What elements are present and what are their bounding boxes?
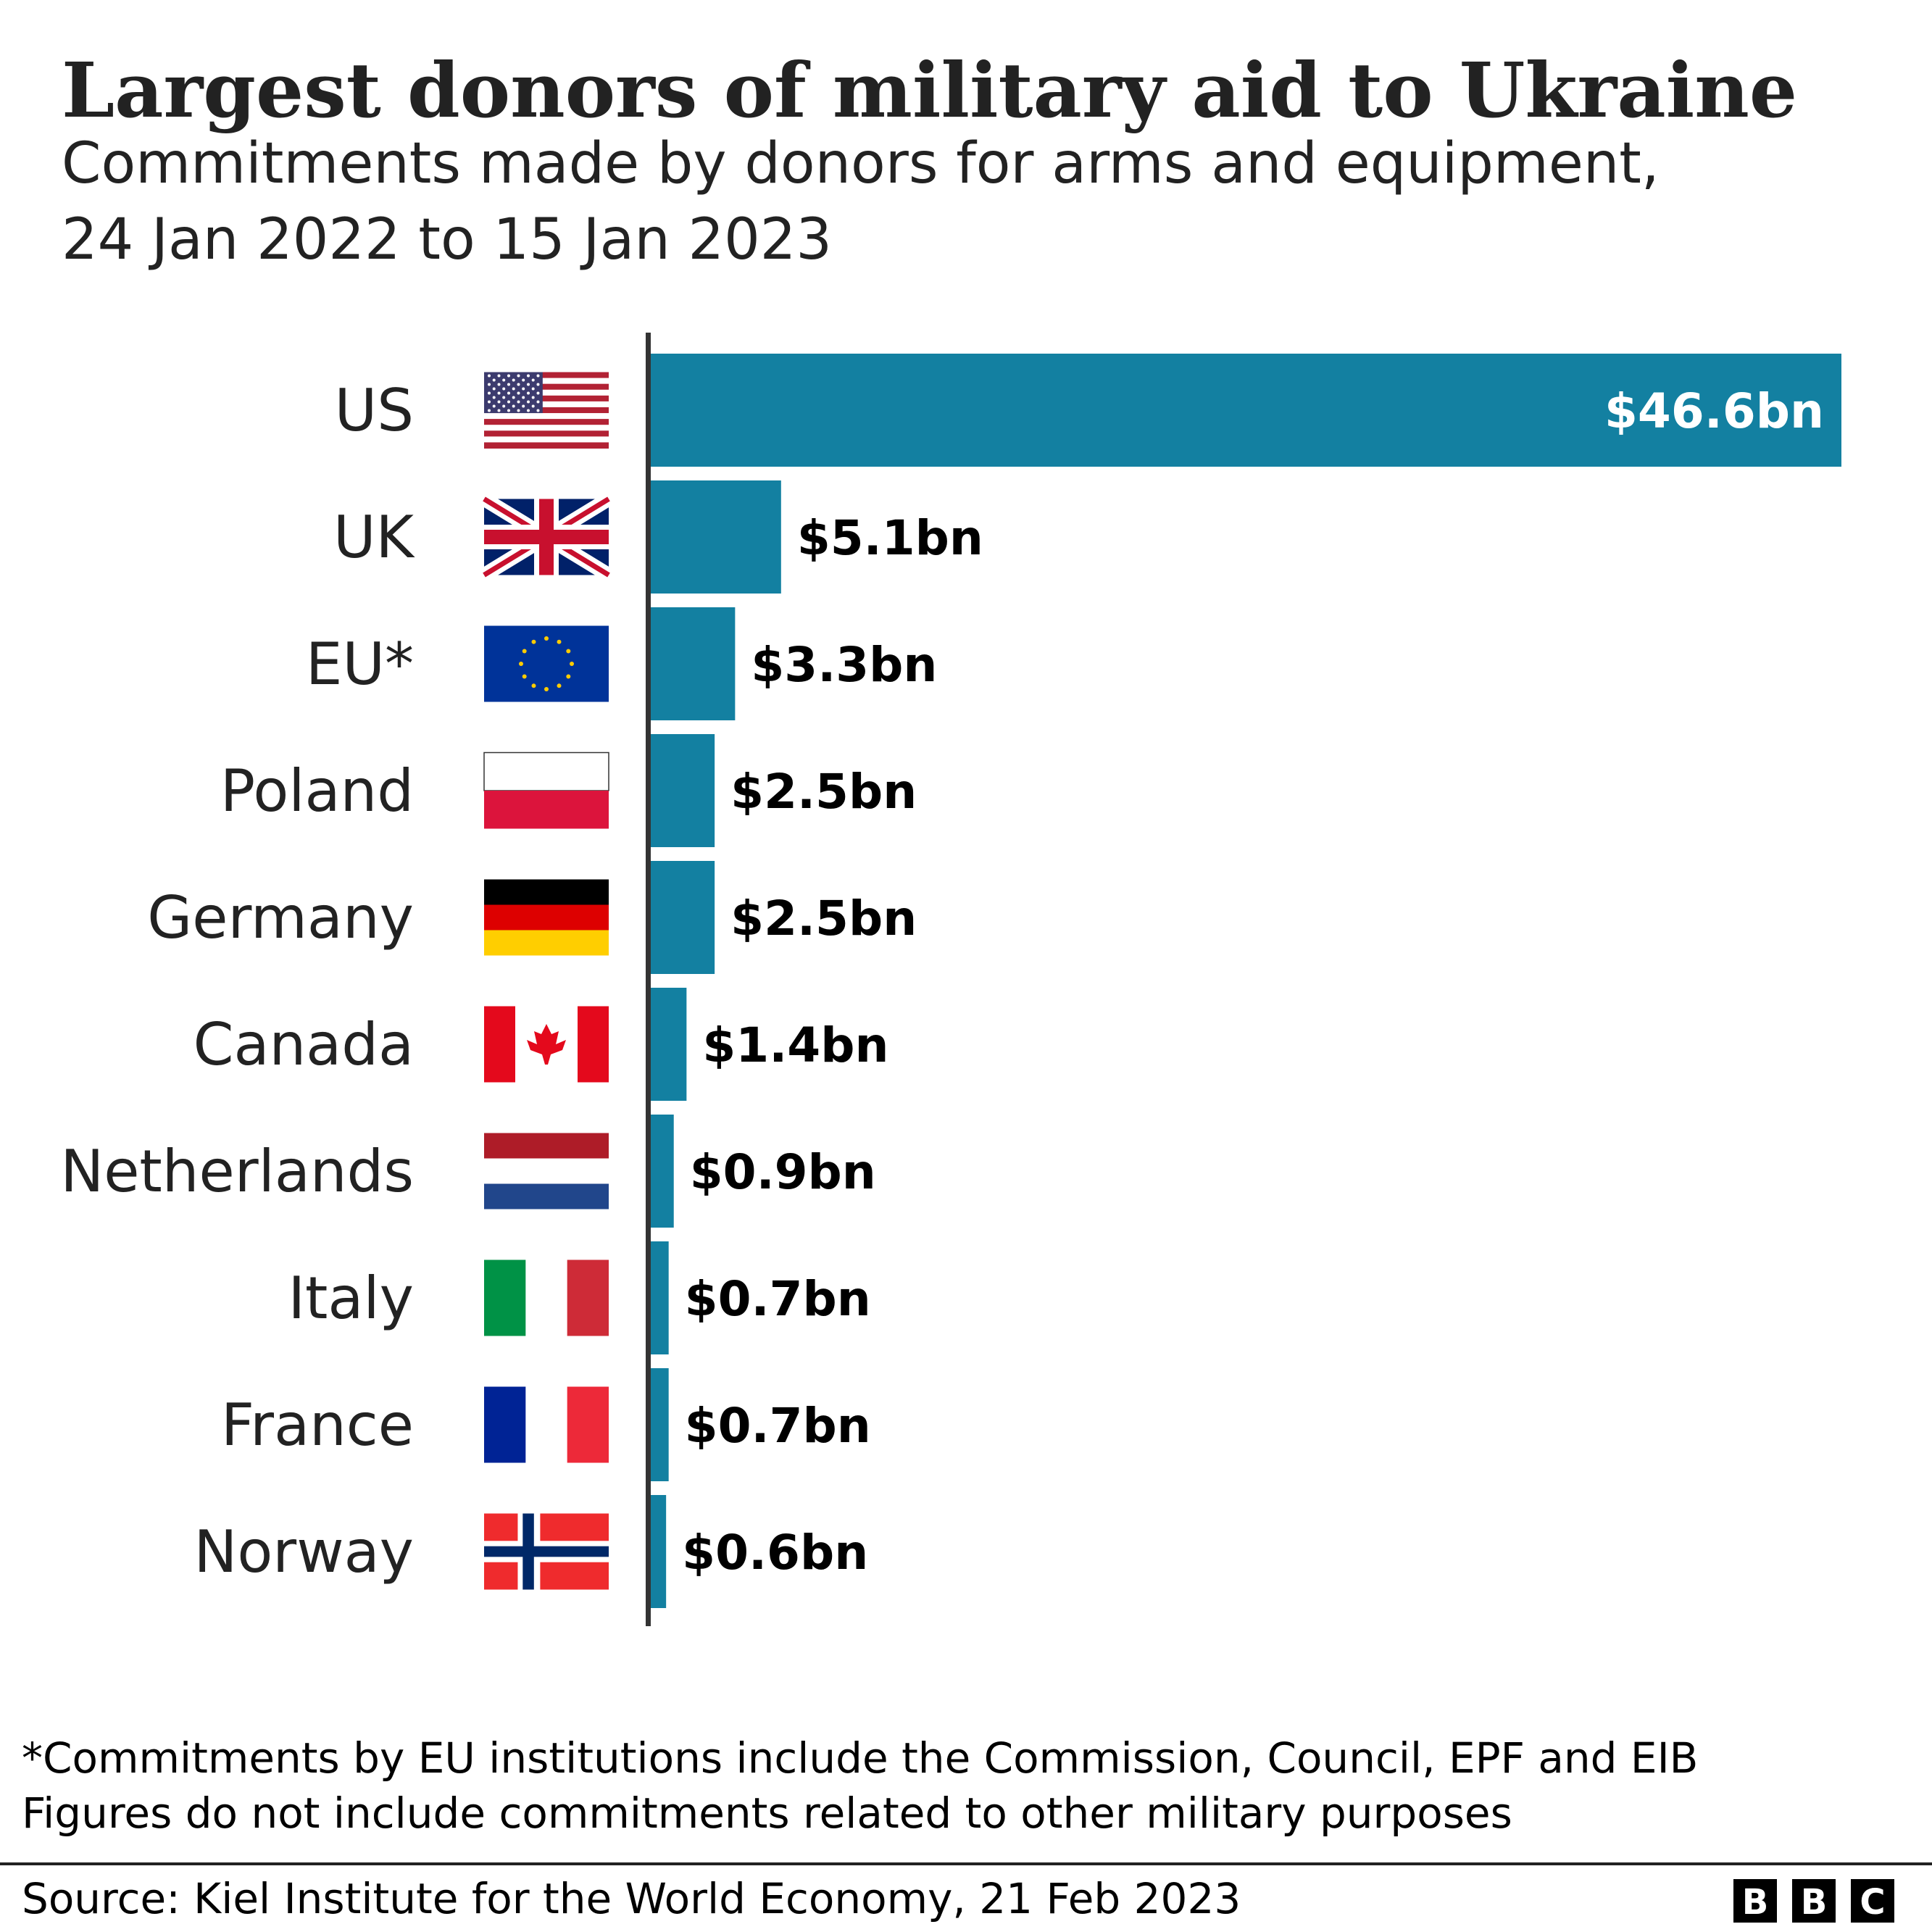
- chart-title: Largest donors of military aid to Ukrain…: [62, 46, 1797, 135]
- eu-flag-icon: [484, 625, 609, 702]
- category-label: US: [335, 377, 414, 444]
- value-label: $2.5bn: [730, 891, 917, 946]
- value-label: $1.4bn: [702, 1017, 888, 1073]
- us-flag-icon: [484, 372, 609, 449]
- value-label: $0.9bn: [690, 1144, 876, 1200]
- bar: [651, 480, 781, 594]
- category-label: Germany: [147, 884, 414, 952]
- svg-text:C: C: [1860, 1882, 1885, 1923]
- value-label: $0.7bn: [685, 1398, 871, 1454]
- footnote-2: Figures do not include commitments relat…: [22, 1789, 1512, 1838]
- svg-text:B: B: [1742, 1882, 1769, 1923]
- bar: [651, 1495, 667, 1608]
- value-label: $46.6bn: [1604, 383, 1824, 439]
- bar: [651, 1368, 669, 1481]
- bar-row: US $46.6bn: [335, 354, 1841, 467]
- bar: [651, 861, 715, 974]
- category-label: France: [221, 1391, 414, 1459]
- bar: [651, 1241, 669, 1354]
- divider: [0, 1862, 1932, 1865]
- value-label: $3.3bn: [751, 637, 937, 693]
- svg-text:B: B: [1801, 1882, 1828, 1923]
- bbc-logo: B B C: [1733, 1879, 1894, 1923]
- uk-flag-icon: [480, 492, 613, 582]
- bar: [651, 1115, 674, 1228]
- norway-flag-icon: [484, 1513, 609, 1590]
- germany-flag-icon: [484, 879, 609, 956]
- footnote-1: *Commitments by EU institutions include …: [22, 1733, 1698, 1783]
- bar: [651, 988, 687, 1101]
- italy-flag-icon: [484, 1259, 609, 1336]
- bar: [651, 607, 736, 720]
- category-label: EU*: [306, 630, 414, 698]
- bar: [651, 734, 715, 847]
- bar-row: Poland $2.5bn: [220, 734, 917, 847]
- category-label: Canada: [193, 1011, 414, 1078]
- netherlands-flag-icon: [484, 1133, 609, 1209]
- bar-row: Canada $1.4bn: [193, 988, 888, 1101]
- bar-row: Netherlands $0.9bn: [60, 1115, 876, 1228]
- category-label: Poland: [220, 757, 414, 825]
- bar: [651, 354, 1841, 467]
- category-label: UK: [333, 504, 416, 571]
- value-label: $5.1bn: [797, 510, 983, 566]
- value-label: $2.5bn: [730, 764, 917, 820]
- bar-row: EU* $3.3bn: [306, 607, 937, 720]
- bar-row: France $0.7bn: [221, 1368, 871, 1481]
- chart-subtitle-line-2: 24 Jan 2022 to 15 Jan 2023: [62, 207, 832, 272]
- category-label: Norway: [194, 1518, 414, 1586]
- bar-row: UK $5.1bn: [333, 480, 983, 594]
- value-label: $0.7bn: [685, 1271, 871, 1327]
- bar-row: Norway $0.6bn: [194, 1495, 868, 1608]
- category-label: Italy: [288, 1265, 414, 1332]
- canada-flag-icon: [484, 1006, 609, 1083]
- bar-row: Italy $0.7bn: [288, 1241, 871, 1354]
- value-label: $0.6bn: [682, 1525, 868, 1581]
- france-flag-icon: [484, 1386, 609, 1463]
- chart-subtitle-line-1: Commitments made by donors for arms and …: [62, 131, 1660, 196]
- axis-line: [646, 333, 651, 1626]
- source-text: Source: Kiel Institute for the World Eco…: [22, 1874, 1241, 1923]
- poland-flag-icon: [483, 751, 609, 829]
- category-label: Netherlands: [60, 1138, 414, 1205]
- bar-row: Germany $2.5bn: [147, 861, 917, 974]
